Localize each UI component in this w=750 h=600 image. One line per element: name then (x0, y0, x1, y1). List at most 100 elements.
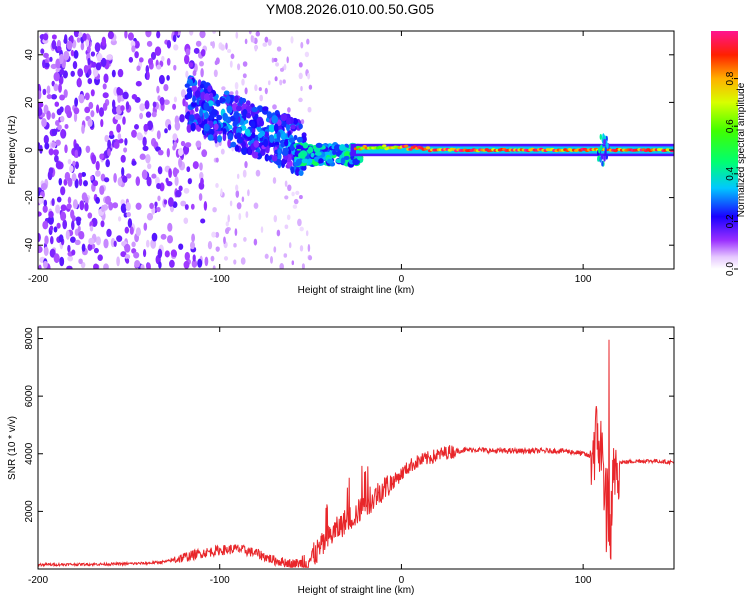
heatmap-cell (215, 157, 219, 163)
heatmap-cell (298, 170, 304, 176)
heatmap-cell (141, 169, 148, 180)
heatmap-cell (189, 31, 194, 36)
heatmap-cell (229, 91, 234, 96)
heatmap-cell (300, 152, 306, 160)
heatmap-cell (193, 47, 200, 54)
heatmap-cell (113, 240, 117, 247)
heatmap-cell (146, 71, 150, 81)
heatmap-cell (116, 235, 123, 242)
heatmap-cell (173, 96, 178, 103)
heatmap-cell (166, 39, 172, 49)
heatmap-cell (233, 259, 237, 265)
heatmap-cell (72, 160, 76, 166)
heatmap-cell (48, 167, 54, 175)
heatmap-cell (156, 182, 162, 190)
heatmap-cell (233, 111, 240, 119)
heatmap-cell (51, 112, 56, 120)
heatmap-cell (198, 193, 203, 201)
heatmap-cell (302, 142, 309, 149)
spectrogram-heatmap (38, 31, 674, 269)
heatmap-cell (107, 148, 111, 157)
heatmap-cell (189, 241, 196, 250)
heatmap-cell (48, 210, 54, 219)
heatmap-cell (122, 175, 128, 183)
heatmap-cell (104, 134, 109, 143)
spectrogram-y-tick-label: 40 (24, 49, 35, 61)
heatmap-cell (42, 220, 49, 230)
heatmap-cell (207, 100, 214, 107)
heatmap-cell (269, 134, 275, 143)
heatmap-cell (599, 133, 602, 140)
heatmap-cell (179, 114, 185, 123)
heatmap-cell (199, 60, 204, 67)
heatmap-cell (156, 85, 160, 94)
heatmap-cell (78, 258, 83, 265)
heatmap-cell (241, 196, 245, 203)
heatmap-cell (243, 236, 247, 242)
spectrogram-x-tick-label: 0 (399, 274, 405, 285)
colorbar-tick-label: 0.2 (725, 214, 736, 228)
heatmap-cell (172, 167, 178, 178)
heatmap-cell (183, 187, 190, 194)
heatmap-cell (74, 161, 79, 170)
heatmap-cell (78, 31, 83, 38)
heatmap-cell (156, 206, 161, 213)
heatmap-cell (188, 114, 195, 122)
heatmap-cell (102, 102, 108, 111)
heatmap-cell (116, 86, 122, 96)
colorbar: 0.0 0.2 0.4 0.6 0.8 Normalized spectral ampl… (711, 31, 747, 276)
heatmap-cell (124, 226, 130, 234)
heatmap-cell (72, 61, 78, 70)
heatmap-cell (103, 238, 109, 249)
heatmap-cell (43, 134, 49, 145)
heatmap-cell (38, 102, 44, 108)
heatmap-cell (290, 166, 295, 175)
heatmap-cell (174, 121, 181, 131)
heatmap-cell (145, 111, 152, 118)
colorbar-ticks: 0.0 0.2 0.4 0.6 0.8 (725, 71, 738, 276)
heatmap-cell (60, 186, 66, 196)
heatmap-cell (58, 83, 62, 93)
heatmap-cell (63, 89, 68, 98)
heatmap-cell (192, 254, 196, 262)
heatmap-cell (90, 89, 95, 97)
heatmap-cell (186, 90, 193, 100)
heatmap-cell (192, 95, 196, 104)
heatmap-cell (125, 258, 130, 264)
heatmap-cell (53, 253, 60, 264)
heatmap-cell (274, 76, 278, 82)
heatmap-cell (146, 176, 152, 187)
heatmap-cell (234, 82, 239, 90)
heatmap-cell (38, 83, 41, 92)
heatmap-cell (80, 42, 85, 51)
heatmap-cell (117, 216, 122, 222)
heatmap-cell (172, 144, 176, 151)
heatmap-cell (151, 173, 157, 179)
heatmap-cell (245, 211, 249, 219)
heatmap-cell (55, 139, 61, 146)
heatmap-cell (99, 185, 105, 196)
heatmap-cell (127, 32, 134, 41)
heatmap-cell (142, 249, 147, 258)
heatmap-cell (222, 133, 227, 142)
heatmap-cell (180, 140, 186, 147)
heatmap-cell (199, 31, 206, 39)
heatmap-cell (262, 106, 269, 111)
heatmap-cell (91, 61, 97, 68)
heatmap-cell (146, 262, 151, 269)
heatmap-cell (76, 218, 81, 226)
heatmap-cell (38, 245, 43, 254)
heatmap-cell (178, 243, 184, 250)
heatmap-cell (95, 170, 101, 177)
heatmap-cell (74, 239, 81, 246)
heatmap-cell (71, 173, 77, 182)
heatmap-cell (241, 141, 246, 149)
heatmap-cell (600, 144, 603, 151)
heatmap-cell (185, 48, 191, 56)
heatmap-cell (191, 85, 197, 92)
heatmap-cell (255, 169, 261, 177)
heatmap-cell (136, 65, 141, 72)
heatmap-cell (310, 152, 315, 158)
heatmap-cell (160, 233, 167, 240)
heatmap-cell (131, 160, 137, 166)
